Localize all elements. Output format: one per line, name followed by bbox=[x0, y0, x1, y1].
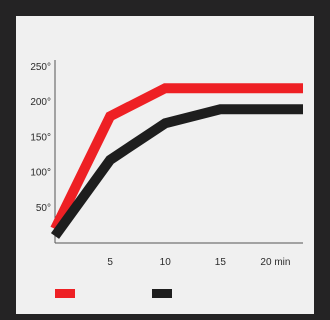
series-line-1 bbox=[50, 83, 303, 232]
y-tick-label: 200° bbox=[30, 97, 51, 108]
x-tick-label: 5 bbox=[107, 257, 113, 268]
legend-swatch-1 bbox=[55, 289, 75, 298]
x-tick-label: 15 bbox=[215, 257, 227, 268]
y-tick-label: 50° bbox=[36, 203, 51, 214]
series-lines bbox=[50, 83, 303, 239]
y-tick-label: 150° bbox=[30, 132, 51, 143]
chart-axes bbox=[54, 60, 303, 244]
x-tick-label: 10 bbox=[160, 257, 172, 268]
x-tick-label: 20 min bbox=[260, 257, 290, 268]
y-tick-label: 100° bbox=[30, 168, 51, 179]
y-tick-label: 250° bbox=[30, 62, 51, 73]
chart-panel bbox=[16, 16, 314, 314]
y-tick-labels: 50° 100° 150° 200° 250° bbox=[30, 62, 51, 214]
legend-swatch-2 bbox=[152, 289, 172, 298]
series-line-2 bbox=[50, 104, 303, 239]
x-tick-labels: 5 10 15 20 min bbox=[107, 257, 290, 268]
